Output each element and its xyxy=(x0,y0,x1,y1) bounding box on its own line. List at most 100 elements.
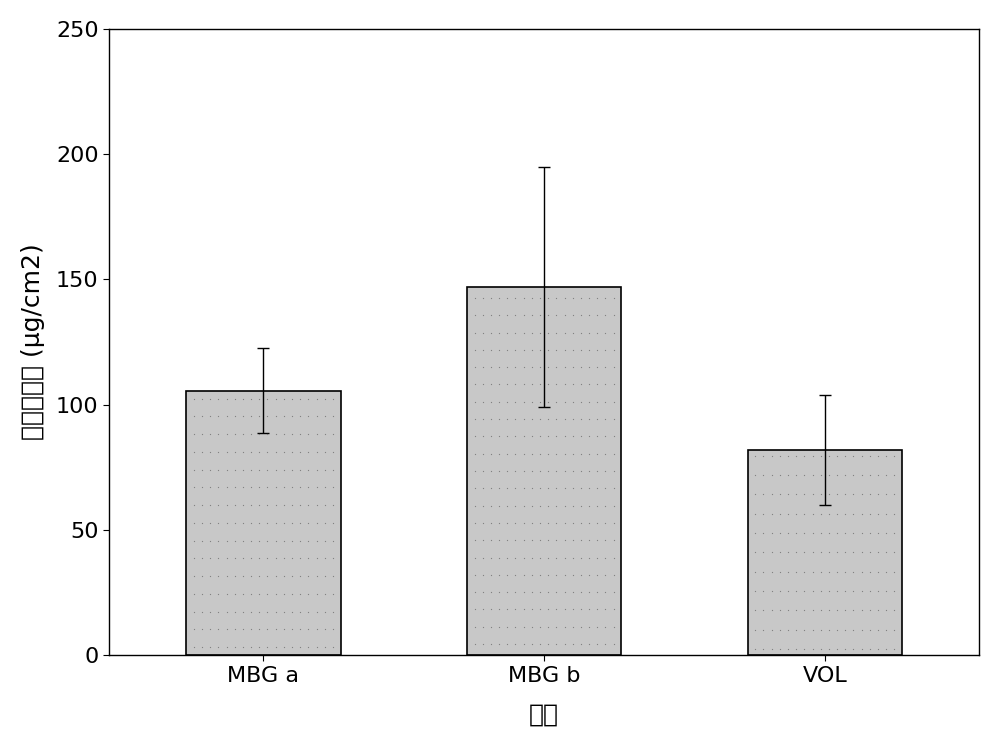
Point xyxy=(210,641,226,653)
Point xyxy=(837,508,853,520)
Point xyxy=(524,430,540,442)
Point xyxy=(467,483,483,495)
Point xyxy=(780,508,796,520)
Point xyxy=(548,500,564,512)
Point xyxy=(805,565,821,577)
Point xyxy=(540,586,556,598)
Point xyxy=(557,361,573,373)
Point xyxy=(548,361,564,373)
Point xyxy=(219,446,235,458)
Point xyxy=(606,604,622,616)
Point xyxy=(854,585,870,597)
Point xyxy=(507,500,523,512)
Point xyxy=(309,570,325,582)
Point xyxy=(573,621,589,633)
Bar xyxy=(186,391,341,655)
Point xyxy=(292,499,308,511)
Point xyxy=(300,446,316,458)
Point xyxy=(243,411,259,423)
Point xyxy=(788,643,804,655)
Point xyxy=(524,568,540,580)
Point xyxy=(565,292,581,304)
Point xyxy=(292,570,308,582)
Point xyxy=(194,606,210,618)
Point xyxy=(292,464,308,476)
Point xyxy=(210,482,226,494)
Point xyxy=(755,469,771,481)
Point xyxy=(886,624,902,636)
Point xyxy=(467,621,483,633)
Point xyxy=(186,499,202,511)
Point xyxy=(845,604,861,616)
Point xyxy=(300,624,316,636)
Point xyxy=(837,585,853,597)
Point xyxy=(845,585,861,597)
Point xyxy=(805,489,821,500)
Point xyxy=(532,500,548,512)
Point xyxy=(475,551,491,563)
Point xyxy=(540,361,556,373)
Point xyxy=(268,535,284,547)
Point xyxy=(300,517,316,529)
Point xyxy=(325,624,341,636)
Point xyxy=(284,553,300,565)
Point xyxy=(300,570,316,582)
Point xyxy=(597,379,613,391)
Point xyxy=(524,483,540,495)
Point xyxy=(565,517,581,529)
Point xyxy=(202,641,218,653)
Point xyxy=(227,641,243,653)
Point xyxy=(870,546,886,558)
Point xyxy=(548,551,564,563)
Point xyxy=(243,641,259,653)
Point xyxy=(259,464,275,476)
Point xyxy=(259,428,275,440)
Point xyxy=(210,553,226,565)
Point xyxy=(557,517,573,529)
Point xyxy=(589,413,605,425)
Point xyxy=(483,621,499,633)
Point xyxy=(516,568,532,580)
Point xyxy=(467,396,483,408)
Point xyxy=(483,483,499,495)
Point xyxy=(243,535,259,547)
Point xyxy=(862,643,878,655)
Point xyxy=(747,585,763,597)
Point xyxy=(499,586,515,598)
Point xyxy=(597,447,613,459)
Point xyxy=(565,430,581,442)
Point xyxy=(483,568,499,580)
Point xyxy=(235,499,251,511)
Point xyxy=(186,641,202,653)
Point xyxy=(325,464,341,476)
Point xyxy=(829,624,845,636)
Point xyxy=(764,489,780,500)
Point xyxy=(268,464,284,476)
Point xyxy=(837,546,853,558)
Point xyxy=(837,489,853,500)
Point xyxy=(243,446,259,458)
Point xyxy=(780,585,796,597)
Point xyxy=(259,446,275,458)
Point xyxy=(597,568,613,580)
Point xyxy=(878,643,894,655)
Point xyxy=(186,393,202,405)
Point xyxy=(829,565,845,577)
Point xyxy=(325,606,341,618)
Point xyxy=(475,621,491,633)
Point xyxy=(276,464,292,476)
Point xyxy=(805,469,821,481)
Point xyxy=(243,588,259,600)
Point xyxy=(507,568,523,580)
Point xyxy=(259,411,275,423)
Point xyxy=(589,465,605,477)
Point xyxy=(325,535,341,547)
Point xyxy=(475,604,491,616)
Point xyxy=(516,517,532,529)
Point xyxy=(540,483,556,495)
Point xyxy=(606,430,622,442)
Point xyxy=(565,344,581,356)
Point xyxy=(186,570,202,582)
Point xyxy=(491,621,507,633)
Point xyxy=(499,534,515,546)
